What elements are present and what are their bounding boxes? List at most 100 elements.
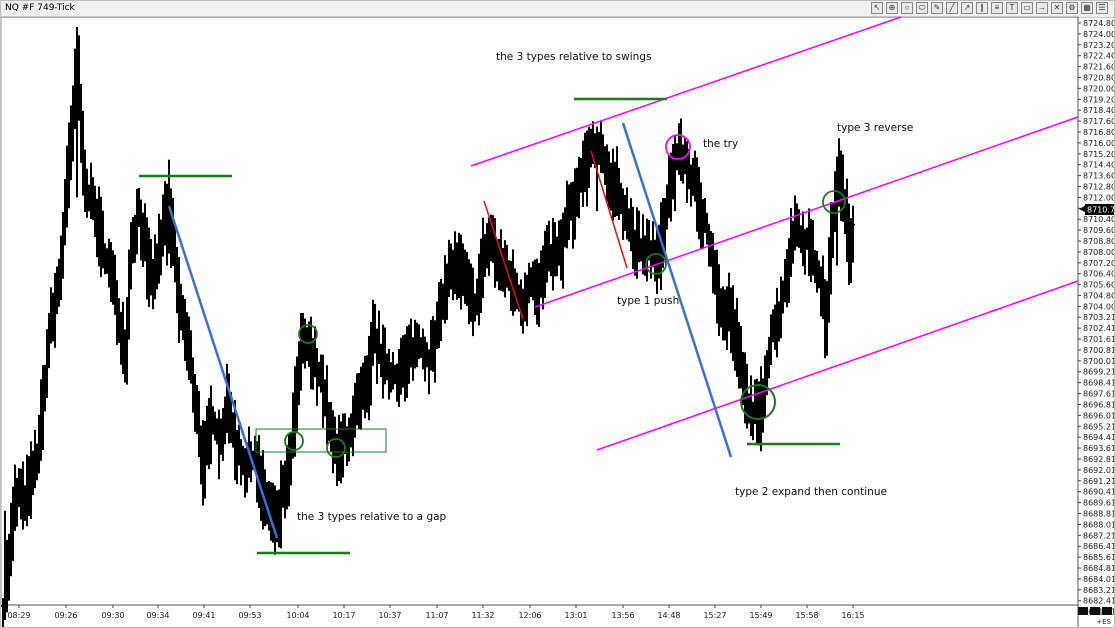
annotation-type3: type 3 reverse: [837, 122, 913, 134]
y-tick-label: 8707.20: [1083, 259, 1114, 268]
x-tick-label: 15:58: [795, 611, 818, 620]
x-tick-label: 12:06: [518, 611, 541, 620]
trend-line-gap: [167, 205, 279, 539]
line-tool-icon[interactable]: ╱: [946, 2, 958, 14]
rectangle-tool-icon[interactable]: ▭: [1021, 2, 1033, 14]
y-tick-label: 8699.21: [1083, 368, 1114, 377]
axes: 8724.808724.008723.208722.408721.608720.…: [1, 16, 1114, 627]
y-tick-label: 8693.61: [1083, 444, 1114, 453]
y-tick-label: 8682.41: [1083, 597, 1114, 606]
y-tick-label: 8690.41: [1083, 488, 1114, 497]
y-tick-label: 8709.60: [1083, 226, 1114, 235]
y-tick-label: 8708.00: [1083, 248, 1114, 257]
y-tick-label: 8712.00: [1083, 193, 1114, 202]
last-price-marker: 8710.75: [1079, 204, 1114, 215]
scroll-left-icon[interactable]: [1078, 607, 1088, 615]
y-tick-label: 8716.00: [1083, 139, 1114, 148]
settings-icon[interactable]: ⚙: [1066, 2, 1078, 14]
x-tick-label: 10:04: [286, 611, 309, 620]
circle-marker-try: [665, 134, 691, 160]
x-tick-label: 08:29: [7, 611, 30, 620]
zoom-icon[interactable]: ⊕: [886, 2, 898, 14]
annotation-gap: the 3 types relative to a gap: [297, 511, 447, 523]
delete-icon[interactable]: ✕: [1051, 2, 1063, 14]
y-tick-label: 8715.20: [1083, 150, 1114, 159]
annotation-type1: type 1 push: [617, 295, 679, 307]
counter-line-2: [590, 150, 628, 269]
title-bar: NQ #F 749-Tick ↖ ⊕ ○ ⬭ ✎ ╱ ↗ ∥ ≡ T ▭ → ✕…: [1, 1, 1114, 18]
cursor-icon[interactable]: ↖: [871, 2, 883, 14]
x-tick-label: 10:37: [378, 611, 401, 620]
properties-icon[interactable]: ☰: [1096, 2, 1108, 14]
y-tick-label: 8721.60: [1083, 63, 1114, 72]
circle-marker-type3: [822, 190, 846, 214]
pencil-icon[interactable]: ✎: [931, 2, 943, 14]
y-tick-label: 8684.01: [1083, 575, 1114, 584]
ellipse-tool-icon[interactable]: ⬭: [916, 2, 928, 14]
channel-upper-line: [470, 16, 902, 167]
x-tick-label: 09:34: [146, 611, 169, 620]
text-tool-icon[interactable]: T: [1006, 2, 1018, 14]
circle-marker-type1: [645, 253, 667, 275]
y-tick-label: 8683.21: [1083, 586, 1114, 595]
y-tick-label: 8717.60: [1083, 117, 1114, 126]
circle-marker: [298, 324, 318, 344]
y-tick-label: 8687.21: [1083, 531, 1114, 540]
y-tick-label: 8703.21: [1083, 313, 1114, 322]
y-tick-label: 8696.81: [1083, 400, 1114, 409]
y-tick-label: 8688.81: [1083, 509, 1114, 518]
y-tick-label: 8691.21: [1083, 477, 1114, 486]
x-tick-label: 09:30: [101, 611, 124, 620]
y-tick-label: 8685.61: [1083, 553, 1114, 562]
y-tick-label: 8704.80: [1083, 292, 1114, 301]
arrow-tool-icon[interactable]: →: [1036, 2, 1048, 14]
circle-marker: [326, 438, 346, 458]
y-tick-label: 8716.80: [1083, 128, 1114, 137]
corner-buttons: [1078, 607, 1112, 615]
x-tick-label: 09:41: [192, 611, 215, 620]
y-tick-label: 8723.20: [1083, 41, 1114, 50]
y-tick-label: 8692.01: [1083, 466, 1114, 475]
ray-tool-icon[interactable]: ↗: [961, 2, 973, 14]
reset-view-icon[interactable]: [1102, 607, 1112, 615]
circle-marker-type2: [740, 384, 776, 420]
y-tick-label: 8695.21: [1083, 422, 1114, 431]
y-tick-label: 8720.80: [1083, 73, 1114, 82]
ohlc-bar: [851, 205, 855, 263]
y-tick-label: 8706.40: [1083, 270, 1114, 279]
y-tick-label: 8696.01: [1083, 411, 1114, 420]
y-tick-label: 8700.81: [1083, 346, 1114, 355]
y-tick-label: 8688.01: [1083, 520, 1114, 529]
fib-tool-icon[interactable]: ≡: [991, 2, 1003, 14]
drawing-toolbar: ↖ ⊕ ○ ⬭ ✎ ╱ ↗ ∥ ≡ T ▭ → ✕ ⚙ ▦ ☰: [871, 2, 1108, 14]
y-tick-label: 8701.61: [1083, 335, 1114, 344]
x-tick-label: 10:17: [332, 611, 355, 620]
annotation-swings: the 3 types relative to swings: [496, 51, 651, 63]
grid-icon[interactable]: ▦: [1081, 2, 1093, 14]
x-tick-label: 16:15: [841, 611, 864, 620]
y-tick-label: 8702.41: [1083, 324, 1114, 333]
y-tick-label: 8708.80: [1083, 237, 1114, 246]
price-bars: [1, 27, 855, 627]
scroll-right-icon[interactable]: [1090, 607, 1100, 615]
y-tick-label: 8684.81: [1083, 564, 1114, 573]
y-tick-label: 8697.61: [1083, 390, 1114, 399]
circle-tool-icon[interactable]: ○: [901, 2, 913, 14]
x-tick-label: 09:26: [54, 611, 77, 620]
annotation-type2: type 2 expand then continue: [735, 486, 887, 498]
y-tick-label: 8724.00: [1083, 30, 1114, 39]
y-tick-label: 8710.40: [1083, 215, 1114, 224]
y-tick-label: 8718.40: [1083, 106, 1114, 115]
channel-tool-icon[interactable]: ∥: [976, 2, 988, 14]
channel-middle-line: [534, 116, 1079, 308]
y-tick-label: 8694.41: [1083, 433, 1114, 442]
channel-lower-line: [596, 280, 1079, 451]
chart-title: NQ #F 749-Tick: [5, 3, 75, 13]
x-tick-label: 15:49: [749, 611, 772, 620]
x-tick-label: 14:48: [657, 611, 680, 620]
symbol-tag: +ES: [1096, 618, 1111, 626]
y-tick-label: 8713.60: [1083, 172, 1114, 181]
drawings: [139, 16, 1079, 555]
y-tick-label: 8719.20: [1083, 95, 1114, 104]
